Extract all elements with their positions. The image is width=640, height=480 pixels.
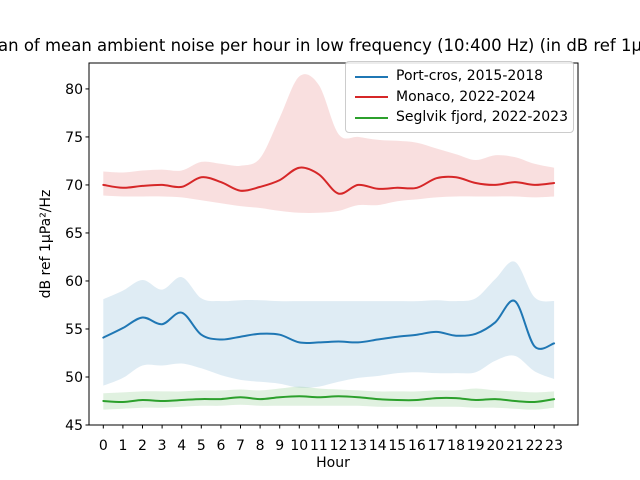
x-tick-label: 5 — [197, 438, 206, 454]
legend-line-swatch-red — [355, 96, 388, 98]
y-tick-label: 60 — [65, 274, 83, 290]
x-tick-label: 22 — [526, 438, 544, 454]
x-tick-label: 8 — [256, 438, 265, 454]
legend-label: Seglvik fjord, 2022-2023 — [396, 109, 568, 125]
x-tick-label: 23 — [545, 438, 563, 454]
y-tick-label: 65 — [65, 226, 83, 242]
x-tick-label: 12 — [330, 438, 348, 454]
band-1 — [103, 74, 555, 214]
confidence-bands — [103, 74, 555, 410]
y-axis-ticks: 45 50 55 60 65 70 75 80 — [65, 82, 89, 434]
line-0 — [102, 299, 556, 350]
chart-title: an of mean ambient noise per hour in low… — [0, 36, 640, 55]
y-tick-label: 75 — [65, 130, 83, 146]
x-tick-label: 17 — [428, 438, 446, 454]
x-tick-label: 16 — [408, 438, 426, 454]
x-tick-label: 19 — [467, 438, 485, 454]
x-tick-label: 7 — [236, 438, 245, 454]
x-tick-label: 18 — [447, 438, 465, 454]
y-axis-label: dB ref 1µPa²/Hz — [38, 190, 54, 299]
x-tick-label: 3 — [158, 438, 167, 454]
x-axis-ticks: 0 1 2 3 4 5 6 7 8 9 10 11 12 13 14 15 16 17 18 19 20 21 22 23 — [99, 425, 563, 454]
x-tick-label: 1 — [118, 438, 127, 454]
y-tick-label: 70 — [65, 178, 83, 194]
y-tick-label: 55 — [65, 322, 83, 338]
x-tick-label: 6 — [216, 438, 225, 454]
y-tick-label: 45 — [65, 418, 83, 434]
x-tick-label: 9 — [275, 438, 284, 454]
legend: Port-cros, 2015-2018 Monaco, 2022-2024 S… — [345, 61, 574, 133]
legend-item-seglvik: Seglvik fjord, 2022-2023 — [355, 108, 568, 127]
legend-item-monaco: Monaco, 2022-2024 — [355, 88, 564, 107]
x-axis-label: Hour — [316, 455, 350, 471]
x-tick-label: 15 — [388, 438, 406, 454]
x-tick-label: 11 — [310, 438, 328, 454]
x-tick-label: 20 — [486, 438, 504, 454]
x-tick-label: 0 — [99, 438, 108, 454]
x-tick-label: 2 — [138, 438, 147, 454]
line-1 — [102, 166, 556, 195]
series-lines — [102, 166, 556, 404]
legend-label: Monaco, 2022-2024 — [396, 88, 536, 105]
legend-item-port-cros: Port-cros, 2015-2018 — [355, 67, 564, 86]
x-tick-label: 14 — [369, 438, 387, 454]
y-tick-label: 80 — [65, 82, 83, 98]
legend-label: Port-cros, 2015-2018 — [396, 68, 544, 84]
legend-line-swatch-blue — [355, 75, 388, 78]
x-tick-label: 4 — [177, 438, 186, 454]
x-tick-label: 10 — [290, 438, 308, 454]
plot-frame — [88, 62, 579, 426]
x-tick-label: 21 — [506, 438, 524, 454]
x-tick-label: 13 — [349, 438, 367, 454]
line-2 — [102, 395, 556, 404]
band-2 — [103, 386, 555, 410]
legend-line-swatch-green — [355, 116, 388, 119]
band-0 — [103, 261, 555, 388]
y-tick-label: 50 — [65, 370, 83, 386]
